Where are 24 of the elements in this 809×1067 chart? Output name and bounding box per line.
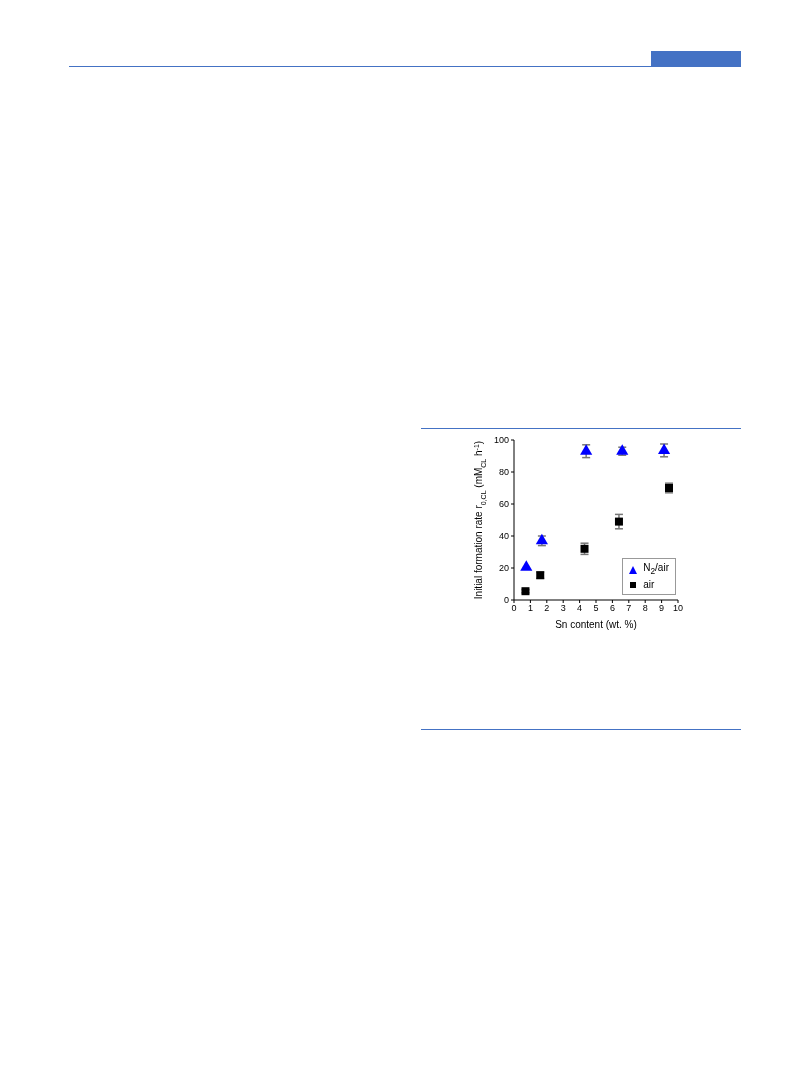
x-tick-label: 7: [626, 603, 632, 614]
x-tick-label: 2: [544, 603, 550, 614]
x-tick-label: 5: [593, 603, 599, 614]
x-tick-label: 9: [659, 603, 665, 614]
x-axis-title: Sn content (wt. %): [555, 619, 637, 630]
y-tick-label: 20: [498, 563, 509, 574]
x-tick-label: 3: [560, 603, 566, 614]
point: [520, 560, 533, 571]
x-tick-label: 8: [642, 603, 648, 614]
legend-label: N$_{2}$/air: [643, 561, 669, 578]
point: [657, 443, 671, 454]
x-tick-label: 1: [527, 603, 533, 614]
y-tick-label: 0: [503, 595, 509, 606]
y-tick-label: 40: [498, 531, 509, 542]
legend-label: air: [643, 578, 655, 592]
point: [580, 444, 593, 455]
y-tick-label: 80: [498, 467, 509, 478]
y-tick-label: 60: [498, 499, 509, 510]
x-tick-label: 4: [577, 603, 583, 614]
point: [614, 517, 623, 526]
y-tick-label: 100: [493, 435, 509, 446]
x-tick-label: 0: [511, 603, 517, 614]
x-tick-label: 10: [672, 603, 684, 614]
x-tick-label: 6: [609, 603, 615, 614]
